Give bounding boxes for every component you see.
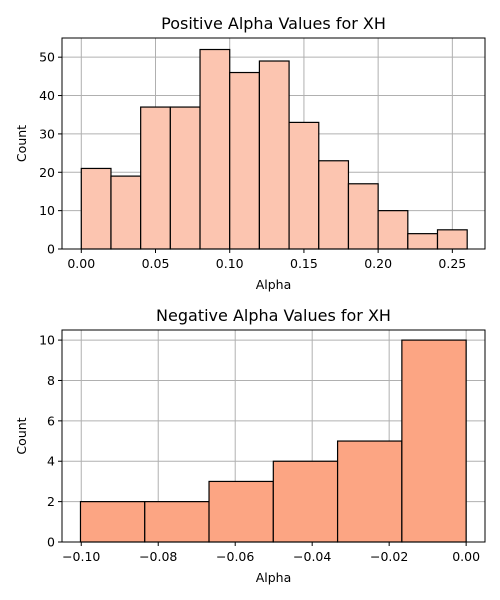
histogram-bar: [318, 160, 350, 250]
x-tick-label: 0.20: [364, 256, 392, 271]
y-tick-label: 2: [47, 494, 55, 509]
y-ticks: 0 2 4 6 8 10: [39, 333, 62, 550]
histogram-bar: [199, 48, 231, 250]
y-tick-label: 50: [39, 50, 55, 65]
y-tick-label: 40: [39, 88, 55, 103]
chart-title: Negative Alpha Values for XH: [156, 306, 391, 325]
histogram-bar: [169, 106, 201, 250]
y-tick-label: 0: [47, 535, 55, 550]
chart-title: Positive Alpha Values for XH: [161, 14, 386, 33]
y-tick-label: 0: [47, 242, 55, 257]
histogram-bar: [110, 175, 142, 250]
y-tick-label: 6: [47, 413, 55, 428]
x-tick-label: 0.15: [290, 256, 318, 271]
histogram-bar: [407, 233, 439, 250]
histogram-bar: [288, 121, 320, 250]
histogram-bar: [347, 183, 379, 250]
histogram-bars: [80, 48, 468, 250]
x-axis-label: Alpha: [256, 570, 292, 585]
histogram-bar: [401, 339, 467, 543]
plot-frame: [61, 329, 486, 543]
x-tick-label: 0.25: [438, 256, 466, 271]
histogram-bar: [229, 71, 260, 250]
chart-negative-alpha: Negative Alpha Values for XH −0.10 −0.08−…: [14, 306, 486, 585]
x-tick-label: 0.00: [67, 256, 95, 271]
x-tick-label: −0.02: [370, 549, 408, 564]
x-tick-label: −0.10: [62, 549, 100, 564]
plot-frame: [61, 37, 486, 250]
histogram-bars: [79, 339, 467, 543]
y-tick-label: 10: [39, 333, 55, 348]
x-tick-label: −0.06: [216, 549, 254, 564]
histogram-bar: [208, 480, 274, 543]
histogram-bar: [436, 229, 468, 250]
x-tick-label: −0.08: [139, 549, 177, 564]
histogram-bar: [140, 106, 171, 250]
x-tick-label: 0.10: [216, 256, 244, 271]
x-tick-label: 0.05: [142, 256, 170, 271]
y-tick-label: 4: [47, 454, 55, 469]
x-ticks: −0.10 −0.08 −0.06 −0.04 −0.02 0.00: [62, 542, 480, 564]
x-ticks: 0.00 0.05 0.10 0.15 0.20 0.25: [67, 249, 466, 271]
y-ticks: 0 10 20 30 40 50: [39, 50, 62, 257]
x-tick-label: 0.00: [452, 549, 480, 564]
histogram-bar: [80, 167, 112, 250]
histogram-bar: [79, 501, 146, 543]
histogram-bar: [258, 60, 290, 250]
y-axis-label: Count: [14, 125, 29, 162]
y-tick-label: 30: [39, 126, 55, 141]
histogram-bar: [336, 440, 403, 543]
y-tick-label: 8: [47, 373, 55, 388]
chart-positive-alpha: Positive Alpha Values for XH 0.00 0.05 0.1…: [14, 14, 486, 292]
y-axis-label: Count: [14, 417, 29, 454]
y-tick-label: 20: [39, 165, 55, 180]
histogram-bar: [144, 501, 210, 543]
y-tick-label: 10: [39, 203, 55, 218]
histogram-bar: [377, 210, 409, 250]
x-axis-label: Alpha: [256, 277, 292, 292]
x-tick-label: −0.04: [293, 549, 331, 564]
histogram-bar: [272, 460, 339, 543]
